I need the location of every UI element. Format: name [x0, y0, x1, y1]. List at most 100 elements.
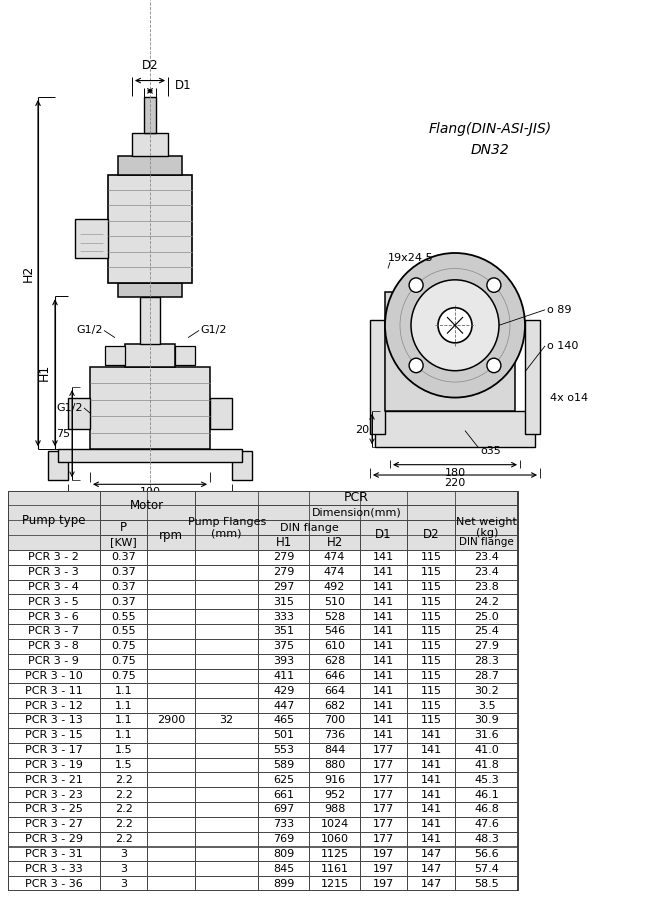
Text: 0.37: 0.37: [111, 582, 136, 592]
Text: PCR 3 - 17: PCR 3 - 17: [25, 745, 83, 755]
Bar: [525, 320, 540, 434]
Bar: [360, 742, 408, 758]
Text: 682: 682: [324, 700, 345, 711]
Bar: [58, 449, 242, 462]
Text: P: P: [120, 521, 127, 534]
Bar: [360, 564, 408, 580]
Bar: [8, 491, 519, 891]
Text: 46.8: 46.8: [474, 805, 499, 814]
Bar: [259, 698, 309, 713]
Bar: [360, 594, 408, 609]
Bar: [259, 520, 360, 535]
Bar: [8, 832, 100, 847]
Bar: [309, 713, 360, 728]
Bar: [259, 728, 309, 742]
Bar: [259, 639, 309, 653]
Text: 1.5: 1.5: [115, 760, 133, 770]
Text: 1024: 1024: [320, 819, 348, 829]
Text: 1.1: 1.1: [115, 700, 133, 711]
Text: 0.55: 0.55: [111, 612, 136, 622]
Text: 141: 141: [140, 498, 161, 508]
Bar: [195, 788, 259, 802]
Bar: [259, 669, 309, 683]
Bar: [408, 639, 455, 653]
Text: 697: 697: [273, 805, 294, 814]
Bar: [259, 564, 309, 580]
Text: 28.7: 28.7: [474, 670, 499, 681]
Bar: [8, 728, 100, 742]
Bar: [100, 624, 148, 639]
Bar: [8, 847, 100, 861]
Bar: [309, 609, 360, 624]
Bar: [195, 505, 259, 550]
Bar: [309, 817, 360, 832]
Bar: [118, 156, 182, 175]
Bar: [148, 564, 195, 580]
Bar: [259, 653, 309, 669]
Text: 115: 115: [421, 626, 442, 636]
Bar: [100, 832, 148, 847]
Text: 628: 628: [324, 656, 345, 666]
Text: 141: 141: [421, 805, 442, 814]
Bar: [408, 520, 455, 550]
Bar: [360, 758, 408, 772]
Bar: [8, 817, 100, 832]
Bar: [360, 609, 408, 624]
Bar: [259, 713, 309, 728]
Bar: [210, 398, 232, 428]
Bar: [385, 292, 515, 411]
Text: 141: 141: [373, 656, 395, 666]
Text: 115: 115: [421, 567, 442, 577]
Text: DN32: DN32: [471, 143, 510, 157]
Text: 75: 75: [56, 428, 70, 438]
Text: 45.3: 45.3: [474, 775, 499, 785]
Bar: [408, 698, 455, 713]
Bar: [360, 653, 408, 669]
Bar: [148, 698, 195, 713]
Text: PCR 3 - 10: PCR 3 - 10: [25, 670, 83, 681]
Text: 501: 501: [273, 730, 294, 740]
Bar: [100, 713, 148, 728]
Text: 0.55: 0.55: [111, 626, 136, 636]
Bar: [195, 802, 259, 817]
Text: 19x24.5: 19x24.5: [388, 253, 434, 263]
Text: PCR 3 - 6: PCR 3 - 6: [29, 612, 79, 622]
Bar: [8, 861, 100, 877]
Bar: [309, 594, 360, 609]
Bar: [195, 564, 259, 580]
Bar: [259, 758, 309, 772]
Text: 279: 279: [273, 553, 294, 562]
Text: 510: 510: [324, 597, 345, 607]
Bar: [455, 550, 519, 564]
Text: 115: 115: [421, 553, 442, 562]
Bar: [100, 609, 148, 624]
Text: 32: 32: [220, 716, 234, 725]
Bar: [8, 580, 100, 594]
Bar: [8, 624, 100, 639]
Text: 0.75: 0.75: [111, 656, 136, 666]
Bar: [408, 550, 455, 564]
Bar: [360, 669, 408, 683]
Text: PCR 3 - 25: PCR 3 - 25: [25, 805, 83, 814]
Text: 177: 177: [373, 760, 395, 770]
Bar: [8, 639, 100, 653]
Circle shape: [409, 278, 423, 293]
Bar: [195, 832, 259, 847]
Bar: [259, 609, 309, 624]
Bar: [148, 817, 195, 832]
Bar: [148, 520, 195, 550]
Bar: [195, 772, 259, 788]
Text: 553: 553: [273, 745, 294, 755]
Bar: [195, 877, 259, 891]
Bar: [195, 698, 259, 713]
Bar: [148, 550, 195, 564]
Bar: [8, 594, 100, 609]
Bar: [195, 758, 259, 772]
Bar: [148, 802, 195, 817]
Bar: [100, 788, 148, 802]
Text: 988: 988: [324, 805, 345, 814]
Text: 20: 20: [355, 425, 369, 435]
Text: 141: 141: [373, 700, 395, 711]
Text: PCR 3 - 33: PCR 3 - 33: [25, 864, 83, 874]
Bar: [100, 772, 148, 788]
